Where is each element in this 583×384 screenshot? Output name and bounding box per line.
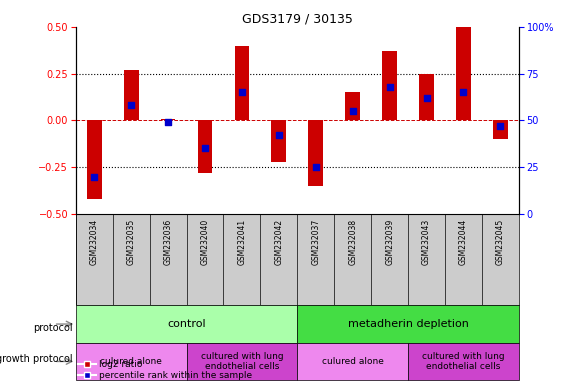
- Point: [274, 132, 283, 138]
- Point: [127, 103, 136, 109]
- Bar: [419, 74, 434, 121]
- Bar: [493, 121, 508, 139]
- Text: GSM232037: GSM232037: [311, 218, 320, 265]
- Title: GDS3179 / 30135: GDS3179 / 30135: [242, 13, 353, 26]
- Point: [311, 164, 321, 170]
- Bar: [408, 343, 519, 380]
- Text: GSM232045: GSM232045: [496, 218, 505, 265]
- Text: control: control: [167, 319, 206, 329]
- Point: [496, 123, 505, 129]
- Text: cultured with lung
endothelial cells: cultured with lung endothelial cells: [422, 352, 505, 371]
- Text: growth protocol: growth protocol: [0, 354, 73, 364]
- Point: [385, 84, 394, 90]
- Bar: [198, 121, 212, 173]
- Bar: [187, 343, 297, 380]
- Text: GSM232038: GSM232038: [348, 218, 357, 265]
- Text: GSM232034: GSM232034: [90, 218, 99, 265]
- Text: GSM232042: GSM232042: [275, 218, 283, 265]
- Text: GSM232041: GSM232041: [237, 218, 247, 265]
- Text: cultured with lung
endothelial cells: cultured with lung endothelial cells: [201, 352, 283, 371]
- Point: [90, 174, 99, 180]
- Bar: [124, 70, 139, 121]
- Text: GSM232039: GSM232039: [385, 218, 394, 265]
- Bar: [87, 121, 101, 199]
- Point: [237, 89, 247, 95]
- Text: GSM232044: GSM232044: [459, 218, 468, 265]
- Bar: [297, 343, 408, 380]
- Point: [348, 108, 357, 114]
- Point: [422, 95, 431, 101]
- Point: [459, 89, 468, 95]
- Legend: log2 ratio, percentile rank within the sample: log2 ratio, percentile rank within the s…: [75, 356, 255, 383]
- Bar: [272, 121, 286, 162]
- Text: GSM232036: GSM232036: [164, 218, 173, 265]
- Text: GSM232043: GSM232043: [422, 218, 431, 265]
- Point: [201, 146, 210, 152]
- Text: culured alone: culured alone: [322, 357, 384, 366]
- Point: [163, 119, 173, 125]
- Bar: [76, 305, 297, 343]
- Bar: [456, 27, 471, 121]
- Text: protocol: protocol: [33, 323, 73, 333]
- Bar: [161, 119, 175, 121]
- Bar: [297, 305, 519, 343]
- Bar: [76, 343, 187, 380]
- Bar: [345, 92, 360, 121]
- Bar: [234, 46, 250, 121]
- Bar: [308, 121, 323, 186]
- Bar: [382, 51, 397, 121]
- Text: culured alone: culured alone: [100, 357, 162, 366]
- Text: GSM232035: GSM232035: [127, 218, 136, 265]
- Text: metadherin depletion: metadherin depletion: [347, 319, 469, 329]
- Text: GSM232040: GSM232040: [201, 218, 209, 265]
